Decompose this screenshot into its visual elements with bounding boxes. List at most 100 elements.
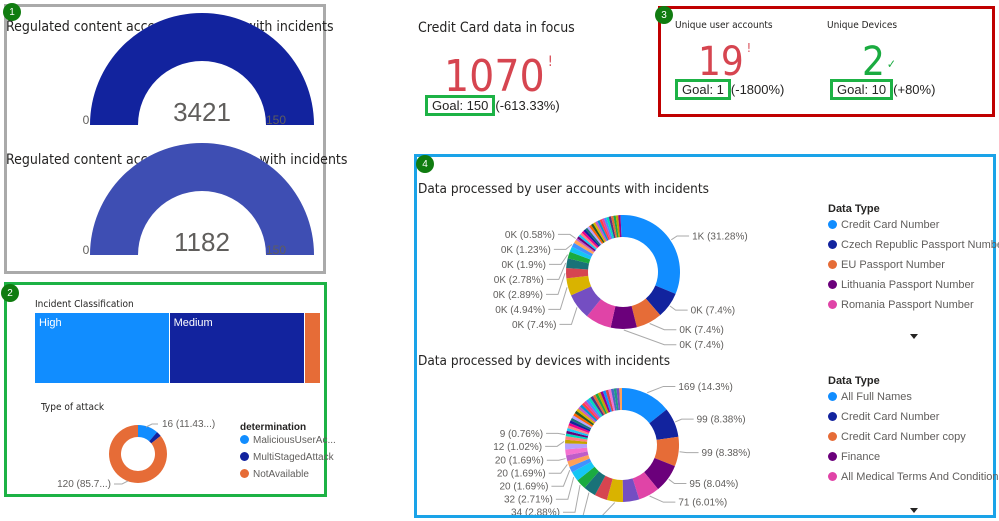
legend-item[interactable]: EU Passport Number <box>828 259 945 271</box>
donut-slice[interactable] <box>594 475 613 500</box>
treemap-cell[interactable] <box>305 313 321 383</box>
donut-slice[interactable] <box>588 397 603 417</box>
donut-slice[interactable] <box>597 220 609 241</box>
donut-slice[interactable] <box>571 286 601 317</box>
donut-slice[interactable] <box>622 478 640 502</box>
donut-slice[interactable] <box>649 409 679 440</box>
donut-slice[interactable] <box>622 388 667 424</box>
legend-item[interactable]: Czech Republic Passport Number <box>828 239 999 251</box>
donut-slice[interactable] <box>610 215 618 238</box>
donut-slice[interactable] <box>587 226 603 245</box>
donut-slice[interactable] <box>566 428 589 437</box>
legend-item[interactable]: Credit Card Number <box>828 411 939 423</box>
donut-slice[interactable] <box>578 406 597 423</box>
donut-slice[interactable] <box>578 234 597 251</box>
donut-slice[interactable] <box>566 275 592 296</box>
donut-slice[interactable] <box>623 215 680 294</box>
donut-slice[interactable] <box>645 285 676 316</box>
legend-item[interactable]: Finance <box>828 451 880 463</box>
donut-slice[interactable] <box>600 391 611 413</box>
donut-slice[interactable] <box>567 454 590 467</box>
legend-item[interactable]: Credit Card Number <box>828 219 939 231</box>
donut-slice[interactable] <box>585 227 601 246</box>
legend-item[interactable]: MultiStagedAttack <box>240 452 334 463</box>
donut-slice[interactable] <box>583 229 600 247</box>
donut-slice[interactable] <box>576 408 596 425</box>
donut-slice[interactable] <box>149 432 161 444</box>
donut-slice[interactable] <box>586 399 602 418</box>
donut-slice[interactable] <box>618 215 622 238</box>
donut-slice[interactable] <box>603 217 613 240</box>
donut-slice[interactable] <box>644 458 675 490</box>
donut-slice[interactable] <box>108 425 167 483</box>
legend-item[interactable]: Credit Card Number copy <box>828 431 966 443</box>
donut-slice[interactable] <box>572 461 595 481</box>
donut-slice[interactable] <box>654 436 679 467</box>
donut-slice[interactable] <box>577 236 596 252</box>
legend-item[interactable]: All Medical Terms And Conditions <box>828 471 999 483</box>
legend-scroll-down-icon[interactable] <box>910 508 918 513</box>
donut-slice[interactable] <box>606 216 615 239</box>
donut-slice[interactable] <box>568 422 590 433</box>
donut-slice[interactable] <box>595 221 608 242</box>
donut-slice[interactable] <box>619 388 622 411</box>
donut-slice[interactable] <box>581 230 599 248</box>
donut-slice[interactable] <box>567 425 590 435</box>
donut-slice[interactable] <box>608 216 616 239</box>
donut-slice[interactable] <box>590 396 605 416</box>
donut-slice[interactable] <box>591 223 605 244</box>
donut-slice[interactable] <box>583 400 600 419</box>
donut-slice[interactable] <box>569 458 592 473</box>
donut-slice[interactable] <box>566 430 589 438</box>
donut-slice[interactable] <box>610 388 617 411</box>
legend-item[interactable]: MaliciousUserAc... <box>240 435 336 446</box>
donut-slice[interactable] <box>584 471 606 496</box>
donut-slice[interactable] <box>620 215 623 238</box>
treemap-cell[interactable]: Medium <box>169 313 305 383</box>
donut-slice[interactable] <box>606 478 624 502</box>
donut-slice[interactable] <box>610 305 637 329</box>
donut-slice[interactable] <box>589 224 604 244</box>
donut-slice[interactable] <box>632 472 659 500</box>
donut-slice[interactable] <box>595 393 608 415</box>
donut-slice[interactable] <box>581 402 599 421</box>
donut-slice[interactable] <box>608 389 616 412</box>
donut-slice[interactable] <box>565 439 588 444</box>
donut-slice[interactable] <box>593 222 606 243</box>
donut-slice[interactable] <box>601 218 612 240</box>
donut-slice[interactable] <box>565 447 588 456</box>
legend-item[interactable]: NotAvailable <box>240 469 309 480</box>
donut-slice[interactable] <box>569 420 591 432</box>
donut-slice[interactable] <box>571 415 593 429</box>
treemap-cell[interactable]: High <box>35 313 169 383</box>
donut-slice[interactable] <box>599 219 610 241</box>
donut-slice[interactable] <box>571 242 593 257</box>
donut-slice[interactable] <box>565 451 589 462</box>
donut-slice[interactable] <box>579 404 598 422</box>
donut-slice[interactable] <box>574 410 594 426</box>
donut-slice[interactable] <box>586 299 616 328</box>
legend-scroll-down-icon[interactable] <box>910 334 918 339</box>
legend-item[interactable]: All Full Names <box>828 391 912 403</box>
donut-slice[interactable] <box>573 413 594 427</box>
donut-slice[interactable] <box>565 443 588 450</box>
donut-slice[interactable] <box>565 433 588 440</box>
donut-slice[interactable] <box>577 466 599 488</box>
donut-slice[interactable] <box>567 251 591 264</box>
donut-slice[interactable] <box>565 436 588 442</box>
donut-slice[interactable] <box>616 388 621 411</box>
donut-slice[interactable] <box>566 268 589 279</box>
donut-slice[interactable] <box>613 215 619 238</box>
donut-slice[interactable] <box>592 394 606 415</box>
donut-slice[interactable] <box>602 390 612 413</box>
donut-slice[interactable] <box>569 246 592 260</box>
donut-slice[interactable] <box>597 392 609 414</box>
donut-slice[interactable] <box>566 258 590 270</box>
donut-slice[interactable] <box>138 425 158 442</box>
donut-slice[interactable] <box>573 239 595 255</box>
donut-slice[interactable] <box>575 238 595 253</box>
legend-item[interactable]: Lithuania Passport Number <box>828 279 974 291</box>
donut-slice[interactable] <box>615 215 621 238</box>
donut-slice[interactable] <box>570 417 592 430</box>
donut-slice[interactable] <box>631 298 661 328</box>
